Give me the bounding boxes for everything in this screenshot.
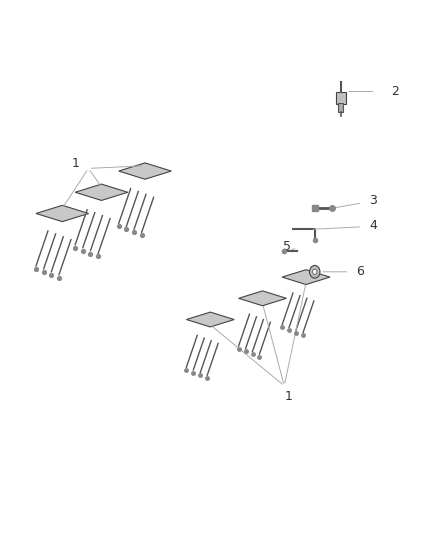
Text: 5: 5 xyxy=(283,240,291,253)
Circle shape xyxy=(310,265,320,278)
Polygon shape xyxy=(239,291,286,306)
Polygon shape xyxy=(75,184,128,200)
Circle shape xyxy=(313,269,317,274)
Bar xyxy=(336,92,346,104)
Text: 2: 2 xyxy=(391,85,399,98)
Polygon shape xyxy=(282,270,330,285)
Polygon shape xyxy=(186,312,234,327)
Text: 3: 3 xyxy=(369,193,377,207)
Text: 6: 6 xyxy=(356,265,364,278)
Text: 1: 1 xyxy=(71,157,79,169)
Polygon shape xyxy=(36,205,88,222)
Text: 1: 1 xyxy=(285,390,293,403)
Text: 4: 4 xyxy=(369,219,377,232)
Bar xyxy=(338,103,343,112)
Polygon shape xyxy=(119,163,171,179)
